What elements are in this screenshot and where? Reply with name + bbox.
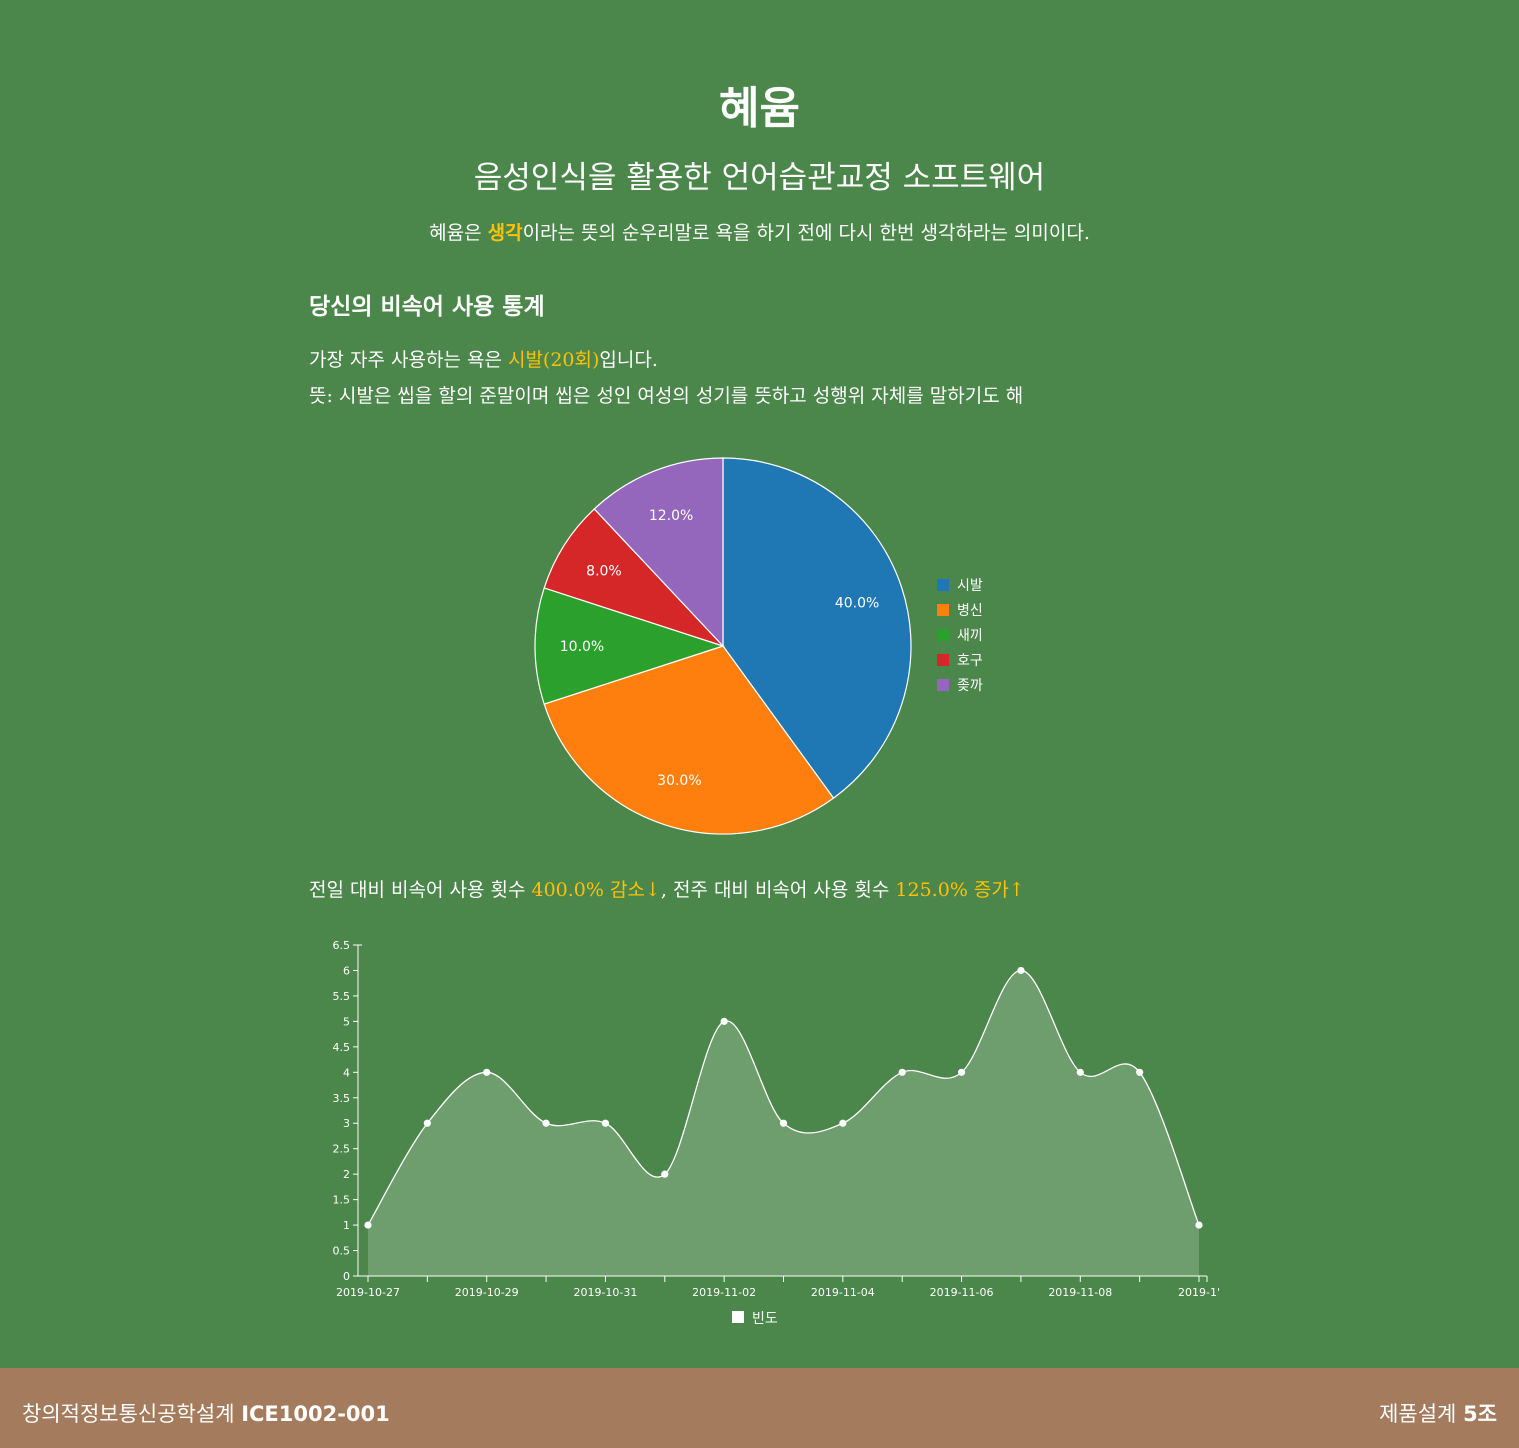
pie-data-label-0: 40.0%: [835, 595, 879, 611]
data-point: [423, 1119, 431, 1127]
course-code: ICE1002-001: [241, 1402, 390, 1426]
pie-slice-0: [722, 457, 912, 799]
footer: 창의적정보통신공학설계 ICE1002-001 제품설계 5조: [0, 1368, 1519, 1448]
y-tick-label: 3: [343, 1117, 350, 1130]
most-used-line: 가장 자주 사용하는 욕은 시발(20회)입니다.: [309, 345, 658, 372]
data-point: [839, 1119, 847, 1127]
y-tick-label: 6: [343, 964, 350, 977]
meaning-suffix: 이라는 뜻의 순우리말로 욕을 하기 전에 다시 한번 생각하라는 의미이다.: [522, 222, 1090, 244]
comparison-line: 전일 대비 비속어 사용 횟수 400.0% 감소↓, 전주 대비 비속어 사용…: [309, 875, 1025, 902]
x-tick-label: 2019-1': [1178, 1286, 1220, 1299]
area-legend-swatch: [732, 1311, 744, 1323]
definition-line: 뜻: 시발은 씹을 할의 준말이며 씹은 성인 여성의 성기를 뜻하고 성행위 …: [309, 385, 1024, 407]
pie-legend-label-1: 병신: [957, 603, 983, 619]
data-point: [364, 1221, 372, 1229]
data-point: [898, 1068, 906, 1076]
data-point: [1017, 966, 1025, 975]
pie-data-label-2: 10.0%: [560, 639, 604, 655]
course-label: 창의적정보통신공학설계 ICE1002-001: [22, 1398, 390, 1428]
x-tick-label: 2019-10-29: [455, 1286, 519, 1299]
y-tick-label: 2.5: [333, 1143, 351, 1156]
pie-legend-swatch-4: [937, 679, 949, 691]
most-used-prefix: 가장 자주 사용하는 욕은: [309, 349, 508, 371]
pie-legend-label-4: 좆까: [957, 678, 983, 694]
pie-slice-1: [543, 645, 835, 835]
y-tick-label: 4: [343, 1066, 350, 1079]
data-point: [957, 1068, 966, 1076]
data-point: [779, 1119, 788, 1127]
team-label: 제품설계 5조: [1379, 1398, 1497, 1428]
pie-legend-swatch-1: [937, 604, 949, 616]
meaning-highlight: 생각: [487, 222, 523, 244]
pie-data-label-3: 8.0%: [586, 563, 622, 579]
pie-slice-4: [593, 457, 724, 648]
y-tick-label: 5: [343, 1015, 350, 1028]
data-point: [720, 1017, 728, 1025]
y-tick-label: 5.5: [333, 990, 351, 1003]
pie-data-label-1: 30.0%: [657, 773, 701, 789]
y-tick-label: 1.5: [333, 1194, 351, 1207]
page-subtitle: 음성인식을 활용한 언어습관교정 소프트웨어: [473, 160, 1046, 196]
name-meaning: 혜윰은 생각이라는 뜻의 순우리말로 욕을 하기 전에 다시 한번 생각하라는 …: [0, 218, 1519, 245]
x-tick-label: 2019-11-08: [1048, 1286, 1112, 1299]
most-used-suffix: 입니다.: [599, 349, 658, 371]
y-tick-label: 4.5: [333, 1041, 351, 1054]
stats-section-title: 당신의 비속어 사용 통계: [309, 293, 545, 320]
compare-day-value: 400.0% 감소↓: [531, 879, 661, 901]
page: 혜윰 음성인식을 활용한 언어습관교정 소프트웨어 혜윰은 생각이라는 뜻의 순…: [0, 83, 1519, 1327]
pie-legend-swatch-0: [937, 579, 949, 591]
y-tick-label: 0: [343, 1270, 350, 1283]
pie-slice-2: [534, 587, 725, 705]
x-tick-label: 2019-10-31: [573, 1286, 637, 1299]
compare-prefix: 전일 대비 비속어 사용 횟수: [309, 879, 532, 901]
compare-week-value: 125.0% 증가↑: [895, 879, 1025, 901]
area-legend-label: 빈도: [752, 1311, 778, 1327]
x-tick-label: 2019-11-04: [811, 1286, 875, 1299]
y-tick-label: 6.5: [333, 939, 351, 952]
pie-slice-3: [543, 508, 724, 647]
x-tick-label: 2019-11-02: [692, 1286, 756, 1299]
data-point: [542, 1119, 550, 1127]
data-point: [1136, 1068, 1144, 1076]
most-used-word: 시발(20회): [507, 349, 600, 371]
course-name: 창의적정보통신공학설계: [22, 1402, 242, 1426]
meaning-prefix: 혜윰은: [429, 222, 488, 244]
data-point: [1195, 1221, 1203, 1229]
team-prefix: 제품설계: [1379, 1402, 1464, 1426]
pie-data-label-4: 12.0%: [649, 508, 693, 524]
area-chart: 0 0.5 1 1.5 2 2.5 3 3.5 4 4.5 5 5.5 6 6.5 2019-10-27 20…: [333, 939, 1221, 1327]
compare-mid: , 전주 대비 비속어 사용 횟수: [660, 879, 896, 901]
pie-legend-label-2: 새끼: [957, 628, 983, 644]
y-tick-label: 2: [343, 1168, 350, 1181]
pie-legend-swatch-2: [937, 629, 949, 641]
data-point: [483, 1068, 491, 1076]
page-title: 혜윰: [719, 83, 800, 134]
pie-legend-label-3: 호구: [957, 653, 983, 669]
data-point: [661, 1170, 669, 1178]
x-tick-label: 2019-11-06: [930, 1286, 994, 1299]
y-tick-label: 3.5: [333, 1092, 351, 1105]
y-tick-label: 1: [343, 1219, 350, 1232]
y-tick-label: 0.5: [333, 1245, 351, 1258]
team-number: 5조: [1463, 1402, 1497, 1426]
pie-legend-swatch-3: [937, 654, 949, 666]
data-point: [1076, 1068, 1084, 1076]
pie-legend-label-0: 시발: [957, 578, 983, 594]
x-tick-label: 2019-10-27: [336, 1286, 400, 1299]
data-point: [601, 1119, 610, 1127]
